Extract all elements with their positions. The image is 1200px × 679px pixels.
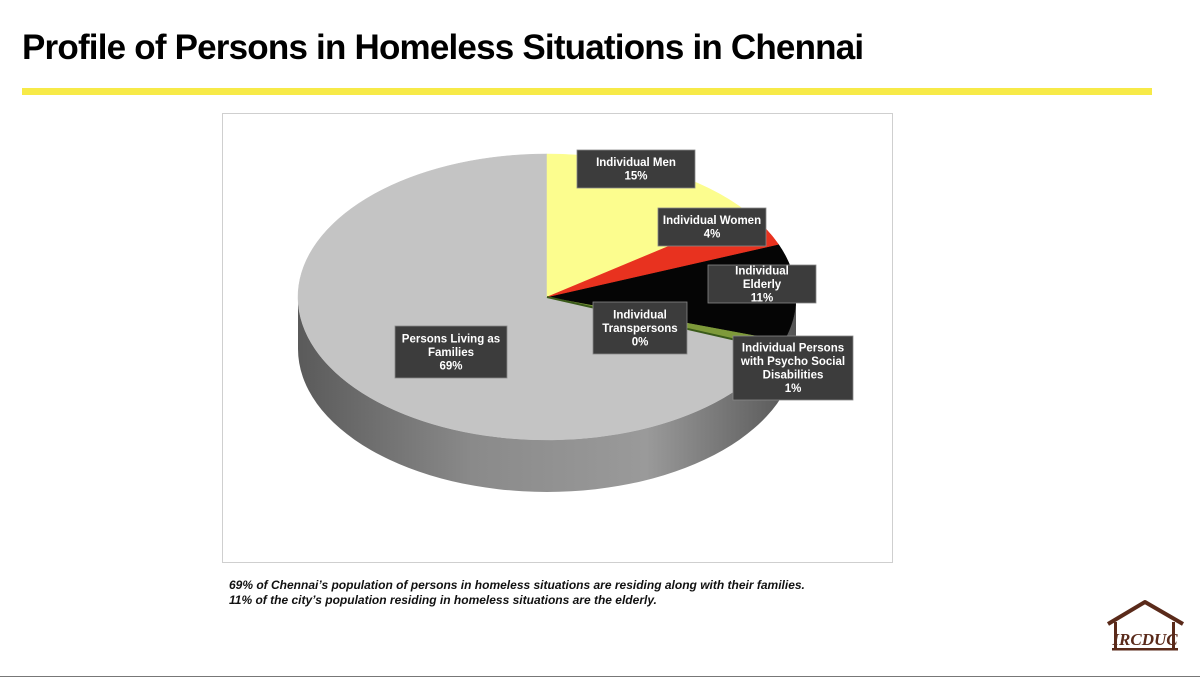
data-label-value-individual-persons-with-psycho-social-disabilities: 1%	[785, 383, 802, 395]
bottom-divider	[0, 676, 1200, 677]
caption-line-1: 69% of Chennai’s population of persons i…	[229, 578, 805, 592]
data-label-text-individual-women: Individual Women	[663, 215, 761, 227]
data-label-value-individual-transpersons: 0%	[632, 336, 649, 348]
data-label-text-persons-living-as-families: Persons Living as	[402, 333, 500, 345]
data-label-text-persons-living-as-families: Families	[428, 347, 474, 359]
data-label-box-individual-transpersons	[592, 301, 688, 355]
data-label-text-individual-elderly: Individual	[735, 265, 789, 277]
slide-title: Profile of Persons in Homeless Situation…	[22, 28, 864, 67]
pie-depth-layer	[298, 297, 796, 492]
data-label-value-persons-living-as-families: 69%	[439, 360, 462, 372]
data-label-box-individual-men	[576, 149, 696, 189]
data-label-box-individual-persons-with-psycho-social-disabilities	[732, 335, 854, 401]
ircduc-logo: IRCDUC	[1106, 600, 1185, 651]
data-label-box-persons-living-as-families	[394, 325, 508, 379]
data-label-box-individual-women	[657, 207, 767, 247]
data-label-box-individual-elderly	[707, 264, 817, 304]
data-label-text-individual-transpersons: Transpersons	[602, 323, 677, 335]
pie-chart-frame: Individual Men 15% Individual Women 4% Indiv…	[222, 113, 893, 563]
data-label-value-individual-men: 15%	[624, 171, 647, 183]
data-label-text-individual-persons-with-psycho-social-disabilities: with Psycho Social	[740, 356, 845, 368]
data-label-text-individual-persons-with-psycho-social-disabilities: Individual Persons	[742, 343, 844, 355]
caption-line-2: 11% of the city’s population residing in…	[229, 593, 657, 607]
pie-chart: Individual Men 15% Individual Women 4% Indiv…	[297, 149, 854, 492]
data-label-text-individual-persons-with-psycho-social-disabilities: Disabilities	[763, 370, 824, 382]
data-label-value-individual-elderly: 11%	[751, 292, 773, 304]
data-label-value-individual-women: 4%	[704, 229, 721, 241]
pie-labels-layer: Individual Men 15% Individual Women 4% Indiv…	[394, 149, 854, 401]
chart-caption: 69% of Chennai’s population of persons i…	[229, 578, 805, 608]
data-label-text-individual-transpersons: Individual	[613, 309, 667, 321]
data-label-text-individual-elderly: Elderly	[743, 279, 782, 291]
data-label-text-individual-men: Individual Men	[596, 157, 676, 169]
svg-text:IRCDUC: IRCDUC	[1111, 630, 1178, 649]
title-underline	[22, 88, 1152, 95]
pie-side-wall	[298, 297, 796, 492]
